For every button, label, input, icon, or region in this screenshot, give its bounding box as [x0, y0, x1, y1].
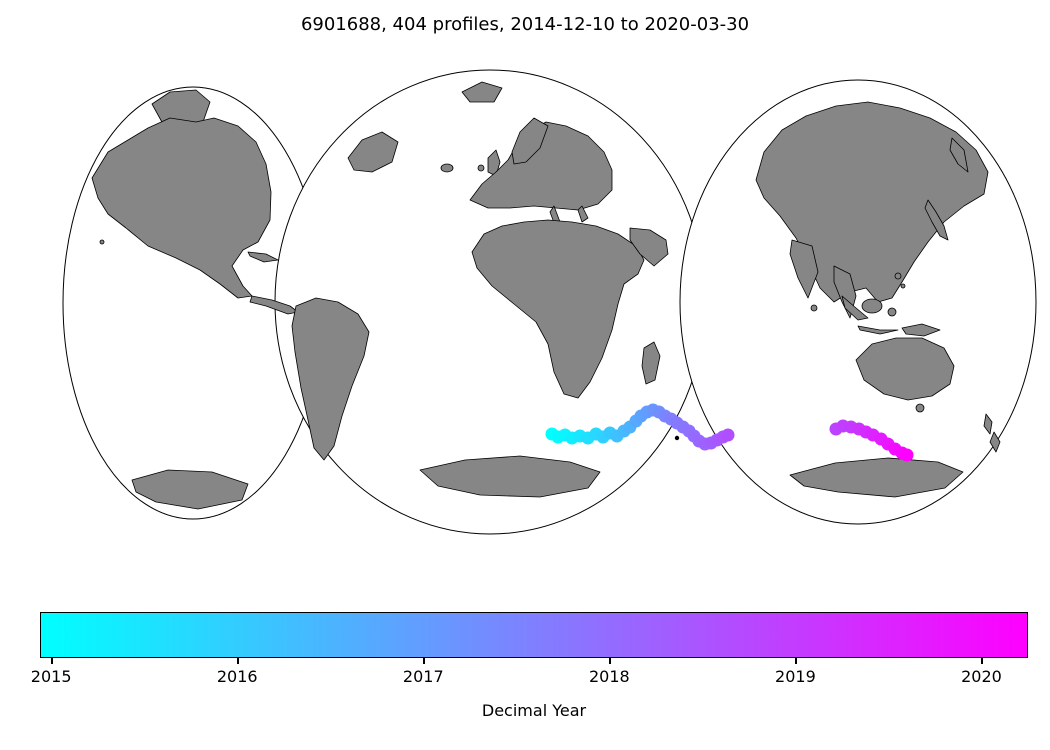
landmass-scandinavia: [511, 117, 549, 165]
colorbar-tick-label: 2015: [30, 667, 72, 686]
landmass-new-zealand-south: [989, 431, 1001, 453]
colorbar-tick-label: 2018: [588, 667, 630, 686]
landmass-java: [857, 325, 899, 335]
landmass-iceland: [440, 163, 454, 173]
colorbar-tick-mark: [51, 658, 53, 664]
profile-point: [900, 448, 914, 462]
landmasses: [91, 81, 1001, 510]
colorbar-tick-label: 2019: [775, 667, 816, 686]
landmass-borneo: [861, 298, 883, 314]
landmass-australia: [855, 337, 955, 401]
profile-point: [721, 428, 735, 442]
colorbar-tick-label: 2017: [402, 667, 444, 686]
landmass-japan: [924, 199, 949, 241]
colorbar-tick-label: 2016: [216, 667, 258, 686]
landmass-africa: [471, 219, 645, 399]
landmass-north-america: [91, 117, 272, 299]
landmass-ireland: [477, 164, 485, 172]
landmass-sri-lanka: [810, 304, 818, 312]
landmass-cuba: [247, 251, 279, 263]
colorbar-tick-mark: [981, 658, 983, 664]
float-trajectory: [545, 403, 914, 462]
landmass-antarctica-west: [131, 469, 249, 510]
landmass-tasmania: [915, 403, 925, 413]
landmass-new-zealand-north: [983, 413, 993, 435]
landmass-britain: [487, 149, 501, 177]
colorbar-tick-mark: [609, 658, 611, 664]
colorbar-tick-mark: [237, 658, 239, 664]
world-map: [62, 69, 1037, 535]
landmass-antarctica-central: [419, 455, 601, 498]
landmass-philippines-1: [894, 272, 902, 280]
deployment-marker: [674, 435, 680, 441]
landmass-madagascar: [641, 341, 661, 385]
landmass-arabia: [629, 227, 669, 267]
colorbar-tick-mark: [795, 658, 797, 664]
colorbar-axis-label: Decimal Year: [481, 701, 587, 720]
landmass-sumatra: [841, 295, 869, 321]
landmass-europe: [469, 121, 613, 211]
landmass-antarctica-east: [789, 457, 964, 498]
landmass-sulawesi: [887, 307, 897, 317]
colorbar-tick-label: 2020: [961, 667, 1002, 686]
landmass-south-america: [291, 297, 370, 461]
colorbar-tick-mark: [423, 658, 425, 664]
landmass-greenland-east: [347, 131, 399, 173]
landmass-arctic-islands: [461, 81, 503, 103]
figure-title: 6901688, 404 profiles, 2014-12-10 to 202…: [300, 14, 750, 35]
landmass-new-guinea: [901, 323, 941, 337]
landmass-philippines-2: [900, 283, 906, 289]
landmass-india: [789, 239, 819, 299]
landmass-greece: [577, 205, 589, 223]
landmass-kamchatka: [949, 137, 969, 173]
colorbar: [40, 612, 1028, 658]
landmass-hawaii: [99, 239, 105, 245]
landmass-central-america: [249, 295, 299, 315]
